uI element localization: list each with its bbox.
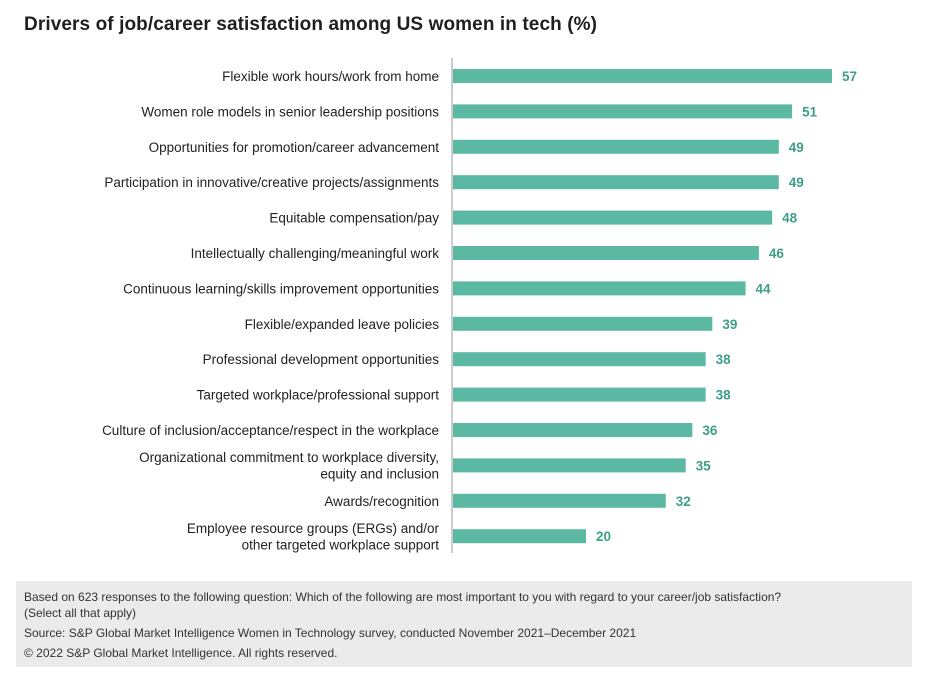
footnote-question: Based on 623 responses to the following … xyxy=(24,590,782,604)
category-label: Opportunities for promotion/career advan… xyxy=(149,140,440,155)
bar xyxy=(453,458,686,473)
category-label: Professional development opportunities xyxy=(203,352,440,367)
bar-value-label: 32 xyxy=(676,494,691,509)
category-label: Continuous learning/skills improvement o… xyxy=(123,281,439,296)
bar xyxy=(453,529,586,544)
category-label: Intellectually challenging/meaningful wo… xyxy=(191,246,440,261)
bar-value-label: 51 xyxy=(802,104,818,119)
bar xyxy=(453,210,773,225)
bar-value-label: 39 xyxy=(722,317,737,332)
footnote-question-cont: (Select all that apply) xyxy=(24,606,137,620)
bar xyxy=(453,69,832,83)
category-label: Flexible work hours/work from home xyxy=(222,69,439,84)
category-label: Women role models in senior leadership p… xyxy=(141,104,439,119)
bar-value-label: 49 xyxy=(789,140,804,155)
bar xyxy=(453,104,793,119)
category-label: Employee resource groups (ERGs) and/or ot… xyxy=(187,521,440,553)
bar-chart: 57 Flexible work hours/work from home 51 Wo… xyxy=(102,58,857,553)
bar-value-label: 46 xyxy=(769,246,785,261)
bar xyxy=(453,139,779,154)
bar xyxy=(453,175,779,190)
bar xyxy=(453,281,746,296)
footnote-copyright: © 2022 S&P Global Market Intelligence. A… xyxy=(24,646,338,660)
chart-title: Drivers of job/career satisfaction among… xyxy=(24,14,598,35)
bar xyxy=(453,493,666,508)
bar xyxy=(453,246,759,260)
bar-value-label: 48 xyxy=(782,211,798,226)
bar-value-label: 20 xyxy=(596,529,611,544)
category-label: Equitable compensation/pay xyxy=(269,211,439,226)
bar-value-label: 38 xyxy=(716,352,732,367)
bars-group: 57 Flexible work hours/work from home 51 Wo… xyxy=(102,69,857,552)
footnote-box: Based on 623 responses to the following … xyxy=(16,581,912,667)
bar xyxy=(453,316,713,331)
bar-value-label: 35 xyxy=(696,458,712,473)
bar xyxy=(453,423,693,437)
bar-value-label: 38 xyxy=(716,388,732,403)
category-label: Organizational commitment to workplace d… xyxy=(139,450,439,482)
bar-value-label: 49 xyxy=(789,175,804,190)
category-label: Participation in innovative/creative pro… xyxy=(104,175,439,190)
bar xyxy=(453,387,706,402)
bar-value-label: 44 xyxy=(756,281,772,296)
category-label: Flexible/expanded leave policies xyxy=(245,317,440,332)
bar-value-label: 36 xyxy=(702,423,718,438)
footnote-source: Source: S&P Global Market Intelligence W… xyxy=(24,626,637,640)
category-label: Culture of inclusion/acceptance/respect … xyxy=(102,423,439,438)
category-label: Awards/recognition xyxy=(324,494,439,509)
bar xyxy=(453,352,706,367)
bar-value-label: 57 xyxy=(842,69,857,84)
category-label: Targeted workplace/professional support xyxy=(197,388,440,403)
